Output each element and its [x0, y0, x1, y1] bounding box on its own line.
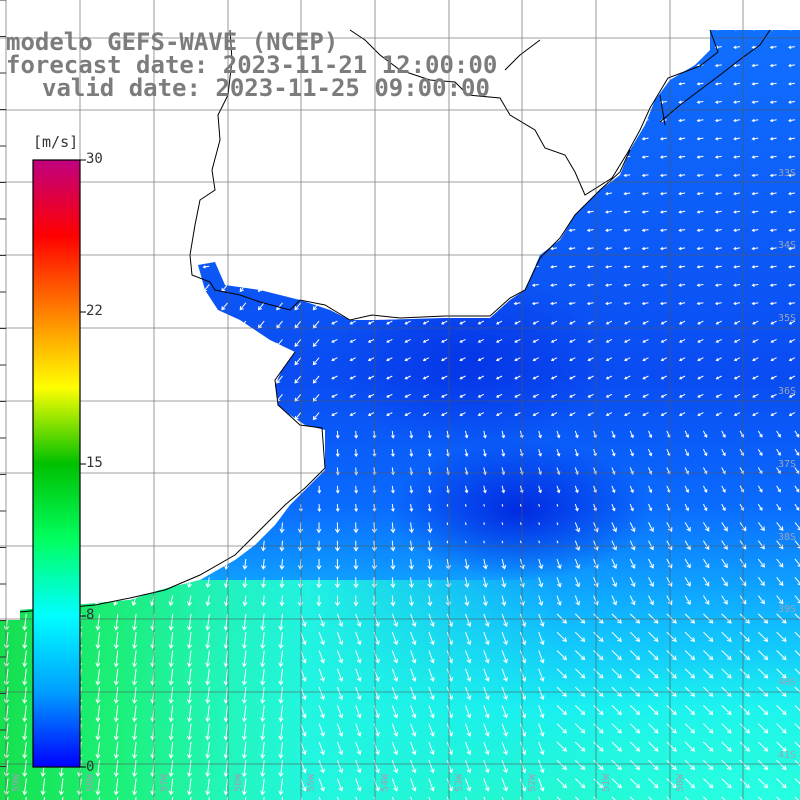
- lon-label-52w: 52W: [527, 773, 538, 792]
- lat-label-38s: 38S: [777, 532, 796, 543]
- lon-label-54w: 54W: [380, 773, 391, 792]
- colorbar-tick-30: 30: [86, 151, 103, 167]
- title-valid-date: valid date: 2023-11-25 09:00:00: [42, 74, 490, 102]
- lon-label-58w: 58W: [85, 773, 96, 792]
- colorbar-unit: [m/s]: [33, 133, 79, 151]
- lat-label-33s: 33S: [777, 168, 796, 179]
- lon-label-50w: 50W: [675, 773, 686, 792]
- lon-label-56w: 56W: [233, 773, 244, 792]
- lon-label-59w: 59W: [11, 773, 22, 792]
- lon-label-53w: 53W: [454, 773, 465, 792]
- colorbar-tick-22: 22: [86, 303, 103, 319]
- lat-label-35s: 35S: [777, 313, 796, 324]
- lat-label-40s: 40S: [777, 677, 796, 688]
- title-forecast-date: forecast date: 2023-11-21 12:00:00: [6, 51, 498, 79]
- lat-label-39s: 39S: [777, 604, 796, 615]
- colorbar-tick-15: 15: [86, 455, 103, 471]
- colorbar: [32, 159, 81, 768]
- lat-label-34s: 34S: [777, 240, 796, 251]
- lon-label-57w: 57W: [159, 773, 170, 792]
- lat-label-41s: 41S: [777, 750, 796, 761]
- colorbar-tick-8: 8: [86, 607, 95, 623]
- lat-label-37s: 37S: [777, 459, 796, 470]
- lat-label-36s: 36S: [777, 386, 796, 397]
- lon-label-55w: 55W: [306, 773, 317, 792]
- lon-label-51w: 51W: [601, 773, 612, 792]
- colorbar-tick-0: 0: [86, 759, 95, 775]
- title-model: modelo GEFS-WAVE (NCEP): [6, 28, 339, 56]
